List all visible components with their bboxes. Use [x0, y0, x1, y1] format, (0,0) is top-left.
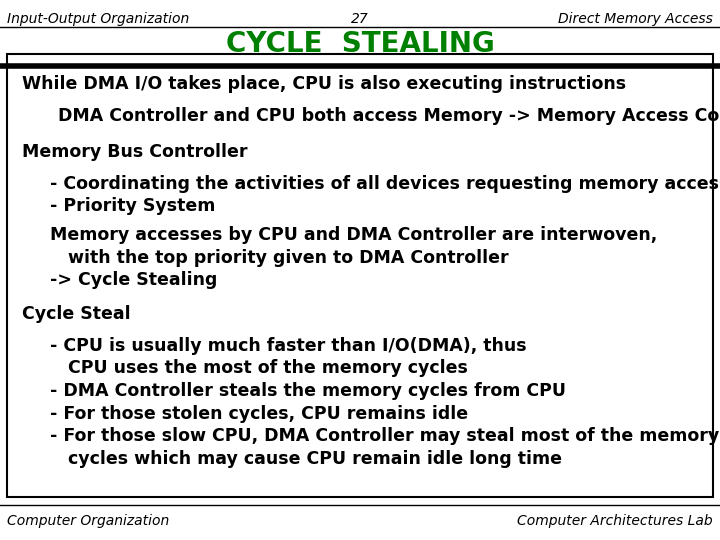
Text: - DMA Controller steals the memory cycles from CPU: - DMA Controller steals the memory cycle… [50, 382, 567, 400]
Text: While DMA I/O takes place, CPU is also executing instructions: While DMA I/O takes place, CPU is also e… [22, 75, 626, 93]
Text: Cycle Steal: Cycle Steal [22, 305, 130, 323]
Text: Computer Architectures Lab: Computer Architectures Lab [517, 514, 713, 528]
Text: CPU uses the most of the memory cycles: CPU uses the most of the memory cycles [50, 359, 468, 377]
Text: cycles which may cause CPU remain idle long time: cycles which may cause CPU remain idle l… [50, 450, 562, 468]
Text: - For those slow CPU, DMA Controller may steal most of the memory: - For those slow CPU, DMA Controller may… [50, 427, 720, 446]
Text: DMA Controller and CPU both access Memory -> Memory Access Conflict: DMA Controller and CPU both access Memor… [58, 107, 720, 125]
Text: with the top priority given to DMA Controller: with the top priority given to DMA Contr… [50, 248, 509, 267]
Text: Memory accesses by CPU and DMA Controller are interwoven,: Memory accesses by CPU and DMA Controlle… [50, 226, 657, 244]
Text: Memory Bus Controller: Memory Bus Controller [22, 143, 247, 161]
Text: - Priority System: - Priority System [50, 197, 216, 215]
Text: - Coordinating the activities of all devices requesting memory access: - Coordinating the activities of all dev… [50, 174, 720, 193]
FancyBboxPatch shape [7, 54, 713, 497]
Text: Input-Output Organization: Input-Output Organization [7, 12, 189, 26]
Text: 27: 27 [351, 12, 369, 26]
Text: - For those stolen cycles, CPU remains idle: - For those stolen cycles, CPU remains i… [50, 404, 469, 423]
Text: Direct Memory Access: Direct Memory Access [558, 12, 713, 26]
Text: Computer Organization: Computer Organization [7, 514, 169, 528]
Text: - CPU is usually much faster than I/O(DMA), thus: - CPU is usually much faster than I/O(DM… [50, 336, 527, 355]
Text: -> Cycle Stealing: -> Cycle Stealing [50, 271, 217, 289]
Text: CYCLE  STEALING: CYCLE STEALING [225, 30, 495, 58]
